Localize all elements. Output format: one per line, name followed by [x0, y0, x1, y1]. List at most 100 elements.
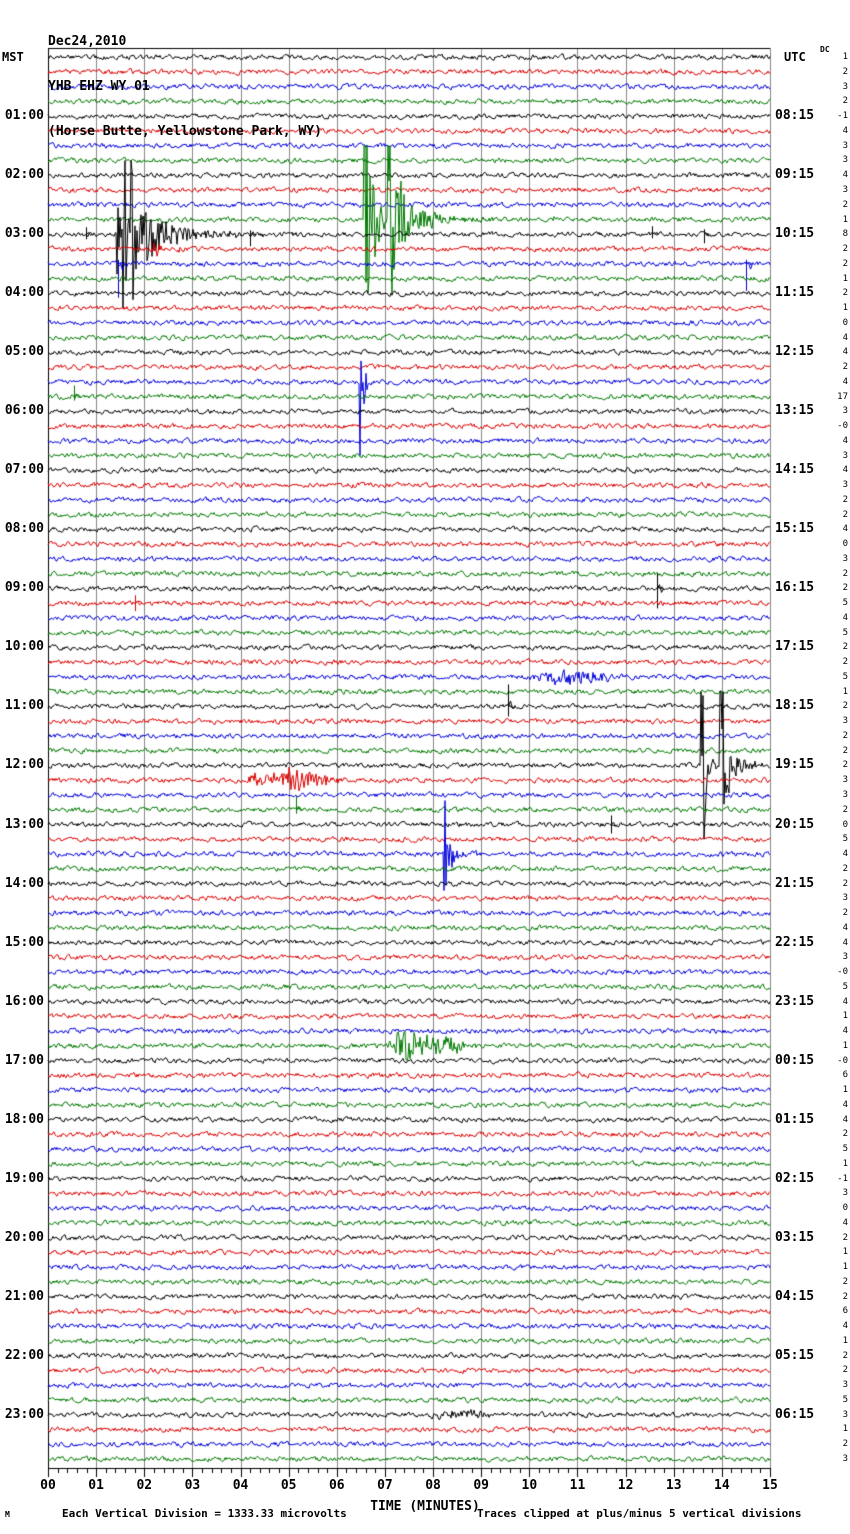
- dc-offset-value: 1: [842, 52, 848, 63]
- x-tick-label: 07: [377, 1478, 393, 1493]
- page-header: Dec24,2010 YHB EHZ WY 01 (Horse Butte, Y…: [48, 4, 322, 169]
- dc-offset-value: 5: [842, 834, 848, 845]
- dc-offset-value: -1: [837, 111, 848, 122]
- dc-offset-value: 3: [842, 1454, 848, 1464]
- x-tick-label: 12: [617, 1478, 634, 1493]
- x-tick-label: 02: [136, 1478, 153, 1493]
- x-tick-label: 00: [40, 1478, 56, 1493]
- mst-timezone-label: MST: [2, 50, 24, 64]
- utc-hour-label: 02:15: [775, 1170, 815, 1186]
- dc-offset-value: 3: [842, 1409, 848, 1420]
- dc-offset-value: 2: [842, 863, 848, 874]
- dc-offset-value: 4: [842, 1217, 848, 1228]
- header-location: (Horse Butte, Yellowstone Park, WY): [48, 124, 322, 139]
- mst-hour-label: 04:00: [4, 285, 44, 301]
- utc-hour-label: 23:15: [775, 993, 815, 1009]
- dc-offset-value: 1: [842, 273, 848, 284]
- utc-hour-label: 00:15: [775, 1052, 815, 1068]
- utc-hour-label: 17:15: [775, 639, 815, 655]
- mst-hour-label: 21:00: [4, 1288, 44, 1304]
- x-tick-label: 06: [328, 1478, 345, 1493]
- dc-offset-value: 1: [842, 1424, 848, 1435]
- dc-offset-value: 3: [842, 893, 848, 904]
- dc-offset-value: 3: [842, 155, 848, 166]
- x-tick-label: 15: [762, 1478, 778, 1493]
- dc-offset-value: 5: [842, 671, 848, 682]
- x-tick-label: 01: [88, 1478, 104, 1493]
- utc-hour-label: 22:15: [775, 934, 815, 950]
- utc-hour-label: 18:15: [775, 698, 815, 714]
- x-tick-label: 08: [425, 1478, 441, 1493]
- dc-offset-value: 4: [842, 465, 848, 476]
- x-tick-label: 04: [232, 1478, 249, 1493]
- dc-offset-value: 1: [842, 1247, 848, 1258]
- utc-hour-label: 04:15: [775, 1288, 815, 1304]
- utc-hour-label: 12:15: [775, 344, 815, 360]
- mst-hour-label: 15:00: [4, 934, 44, 950]
- dc-offset-value: 1: [842, 1158, 848, 1169]
- x-tick-label: 10: [521, 1478, 538, 1493]
- dc-offset-value: 4: [842, 125, 848, 136]
- dc-offset-value: 2: [842, 96, 848, 107]
- x-tick-label: 11: [569, 1478, 586, 1493]
- mst-hour-label: 19:00: [4, 1170, 44, 1186]
- dc-offset-value: 2: [842, 288, 848, 299]
- dc-offset-value: 3: [842, 1188, 848, 1199]
- dc-offset-value: 1: [842, 686, 848, 697]
- dc-offset-value: 2: [842, 878, 848, 889]
- dc-offset-value: 2: [842, 642, 848, 653]
- mst-hour-label: 13:00: [4, 816, 44, 832]
- utc-hour-label: 13:15: [775, 403, 815, 419]
- dc-offset-value: 2: [842, 1291, 848, 1302]
- dc-offset-value: 5: [842, 1394, 848, 1405]
- mst-hour-label: 14:00: [4, 875, 44, 891]
- utc-hour-label: 21:15: [775, 875, 815, 891]
- dc-offset-value: 2: [842, 244, 848, 255]
- dc-offset-value: 2: [842, 568, 848, 579]
- header-date: Dec24,2010: [48, 34, 127, 49]
- dc-offset-value: 1: [842, 1011, 848, 1022]
- mst-hour-label: 07:00: [4, 462, 44, 478]
- dc-offset-value: 4: [842, 937, 848, 948]
- dc-offset-value: -1: [837, 1173, 848, 1184]
- dc-offset-value: 4: [842, 524, 848, 535]
- dc-offset-value: 2: [842, 66, 848, 77]
- dc-offset-value: 2: [842, 1129, 848, 1140]
- dc-offset-value: 4: [842, 996, 848, 1007]
- mst-hour-label: 23:00: [4, 1406, 44, 1422]
- x-tick-label: 05: [280, 1478, 297, 1493]
- dc-offset-value: 2: [842, 760, 848, 771]
- dc-offset-value: 1: [842, 214, 848, 225]
- dc-offset-value: 1: [842, 1262, 848, 1273]
- dc-offset-value: 5: [842, 981, 848, 992]
- dc-offset-value: 4: [842, 1114, 848, 1125]
- x-tick-label: 13: [665, 1478, 682, 1493]
- dc-offset-value: 1: [842, 303, 848, 314]
- dc-offset-value: 2: [842, 1439, 848, 1450]
- mst-hour-label: 12:00: [4, 757, 44, 773]
- dc-offset-value: 4: [842, 435, 848, 446]
- mst-hour-label: 16:00: [4, 993, 44, 1009]
- dc-offset-value: 5: [842, 1144, 848, 1155]
- utc-hour-label: 15:15: [775, 521, 815, 537]
- x-tick-label: 14: [714, 1478, 730, 1493]
- dc-offset-value: -0: [837, 967, 848, 978]
- dc-offset-value: 0: [842, 539, 848, 550]
- dc-offset-value: 2: [842, 258, 848, 269]
- dc-offset-value: 4: [842, 347, 848, 358]
- dc-offset-value: 4: [842, 1026, 848, 1037]
- dc-offset-value: 2: [842, 804, 848, 815]
- dc-offset-value: 1: [842, 1335, 848, 1346]
- dc-offset-value: 2: [842, 701, 848, 712]
- mst-hour-label: 06:00: [4, 403, 44, 419]
- dc-offset-value: 3: [842, 81, 848, 92]
- dc-offset-value: 4: [842, 376, 848, 387]
- dc-offset-value: 5: [842, 627, 848, 638]
- utc-hour-label: 16:15: [775, 580, 815, 596]
- dc-offset-value: 3: [842, 789, 848, 800]
- dc-offset-value: 2: [842, 908, 848, 919]
- dc-offset-value: 4: [842, 922, 848, 933]
- mst-hour-label: 05:00: [4, 344, 44, 360]
- dc-offset-value: 5: [842, 598, 848, 609]
